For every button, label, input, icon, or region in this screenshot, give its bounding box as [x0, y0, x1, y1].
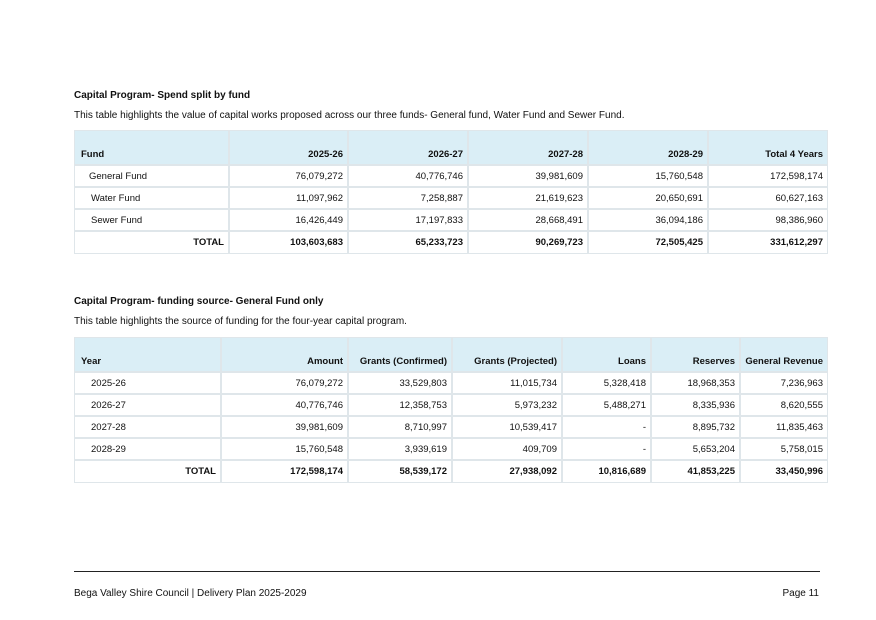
table-cell: 40,776,746: [348, 165, 468, 187]
table-cell: 2027-28: [74, 416, 221, 438]
total-cell: 90,269,723: [468, 231, 588, 254]
total-cell: TOTAL: [74, 460, 221, 483]
total-cell: 33,450,996: [740, 460, 828, 483]
table-cell: 10,539,417: [452, 416, 562, 438]
header-cell: 2025-26: [229, 130, 348, 165]
header-cell: Amount: [221, 337, 348, 372]
footer-left: Bega Valley Shire Council | Delivery Pla…: [74, 588, 307, 599]
table-cell: 7,236,963: [740, 372, 828, 394]
header-cell: Total 4 Years: [708, 130, 828, 165]
table-cell: 5,328,418: [562, 372, 651, 394]
header-cell: Grants (Projected): [452, 337, 562, 372]
table-cell: -: [562, 416, 651, 438]
table-cell: 21,619,623: [468, 187, 588, 209]
table-cell: 18,968,353: [651, 372, 740, 394]
table-cell: 3,939,619: [348, 438, 452, 460]
header-cell: Grants (Confirmed): [348, 337, 452, 372]
table-cell: 15,760,548: [221, 438, 348, 460]
table-cell: 60,627,163: [708, 187, 828, 209]
table-cell: 2025-26: [74, 372, 221, 394]
table-cell: 17,197,833: [348, 209, 468, 231]
table-cell: General Fund: [74, 165, 229, 187]
table-cell: 11,835,463: [740, 416, 828, 438]
total-cell: 103,603,683: [229, 231, 348, 254]
table-cell: 7,258,887: [348, 187, 468, 209]
table-cell: 409,709: [452, 438, 562, 460]
section-title: Capital Program- Spend split by fund: [74, 90, 251, 101]
table-cell: 5,973,232: [452, 394, 562, 416]
table-cell: 12,358,753: [348, 394, 452, 416]
section-title: Capital Program- funding source- General…: [74, 296, 324, 307]
table-cell: 39,981,609: [221, 416, 348, 438]
table-cell: 20,650,691: [588, 187, 708, 209]
header-cell: Reserves: [651, 337, 740, 372]
table-cell: 15,760,548: [588, 165, 708, 187]
footer-rule: [74, 571, 820, 572]
table-cell: 16,426,449: [229, 209, 348, 231]
header-cell: 2027-28: [468, 130, 588, 165]
header-cell: Loans: [562, 337, 651, 372]
header-cell: 2026-27: [348, 130, 468, 165]
section-description: This table highlights the value of capit…: [74, 110, 625, 121]
section-description: This table highlights the source of fund…: [74, 316, 407, 327]
total-cell: 10,816,689: [562, 460, 651, 483]
table-cell: 8,620,555: [740, 394, 828, 416]
header-cell: Fund: [74, 130, 229, 165]
table-cell: -: [562, 438, 651, 460]
total-cell: 41,853,225: [651, 460, 740, 483]
table-cell: 76,079,272: [221, 372, 348, 394]
table-cell: 76,079,272: [229, 165, 348, 187]
total-cell: 58,539,172: [348, 460, 452, 483]
table-cell: 11,097,962: [229, 187, 348, 209]
total-cell: 65,233,723: [348, 231, 468, 254]
header-cell: 2028-29: [588, 130, 708, 165]
table-cell: 8,710,997: [348, 416, 452, 438]
table-cell: 2028-29: [74, 438, 221, 460]
table-cell: 172,598,174: [708, 165, 828, 187]
header-cell: General Revenue: [740, 337, 828, 372]
table-cell: 33,529,803: [348, 372, 452, 394]
table-cell: 28,668,491: [468, 209, 588, 231]
total-cell: 72,505,425: [588, 231, 708, 254]
table-cell: 40,776,746: [221, 394, 348, 416]
table-cell: 5,488,271: [562, 394, 651, 416]
table-cell: 5,653,204: [651, 438, 740, 460]
total-cell: 172,598,174: [221, 460, 348, 483]
table-cell: 11,015,734: [452, 372, 562, 394]
table-cell: 36,094,186: [588, 209, 708, 231]
table-cell: Water Fund: [74, 187, 229, 209]
table-cell: 98,386,960: [708, 209, 828, 231]
footer-right: Page 11: [782, 588, 819, 599]
table-cell: 2026-27: [74, 394, 221, 416]
table-cell: Sewer Fund: [74, 209, 229, 231]
total-cell: 27,938,092: [452, 460, 562, 483]
table-cell: 5,758,015: [740, 438, 828, 460]
table-cell: 8,335,936: [651, 394, 740, 416]
total-cell: 331,612,297: [708, 231, 828, 254]
header-cell: Year: [74, 337, 221, 372]
table-cell: 8,895,732: [651, 416, 740, 438]
table-cell: 39,981,609: [468, 165, 588, 187]
total-cell: TOTAL: [74, 231, 229, 254]
